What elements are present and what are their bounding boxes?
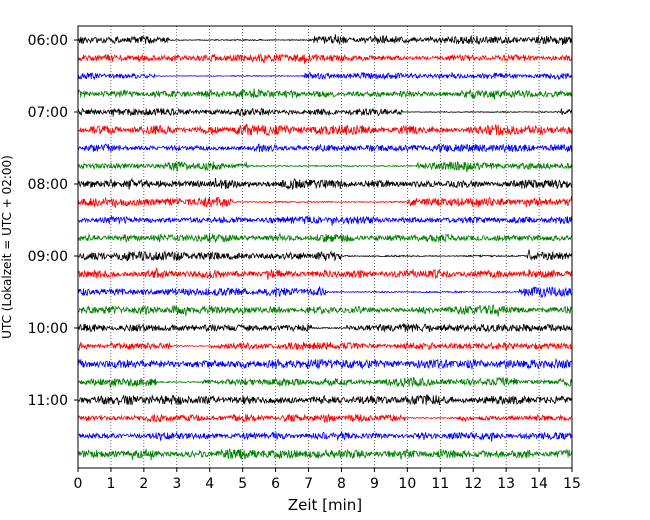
- x-tick-label: 13: [497, 476, 515, 492]
- trace-0615: [77, 53, 573, 64]
- x-axis-ticks: 0 1 2 3 4 5 6 7 8 9 10 11 12 13 14 15: [74, 468, 581, 492]
- y-tick-label: 07:00: [28, 105, 68, 121]
- trace-0915: [77, 267, 573, 280]
- trace-0930: [77, 286, 573, 299]
- trace-1000: [77, 322, 573, 333]
- y-axis-label: UTC (Lokalzeit = UTC + 02:00): [0, 155, 14, 339]
- trace-1100: [77, 394, 573, 406]
- x-tick-label: 14: [530, 476, 548, 492]
- trace-1130: [77, 431, 572, 442]
- trace-0745: [77, 161, 573, 173]
- trace-0630: [77, 71, 573, 81]
- y-tick-label: 10:00: [28, 321, 68, 337]
- y-tick-label: 06:00: [28, 33, 68, 49]
- seismic-traces: [77, 34, 573, 461]
- y-tick-label: 11:00: [28, 393, 68, 409]
- x-tick-label: 10: [398, 476, 416, 492]
- trace-0815: [77, 196, 573, 208]
- x-tick-label: 5: [238, 476, 247, 492]
- x-tick-label: 8: [337, 476, 346, 492]
- trace-0900: [77, 249, 573, 262]
- trace-0830: [77, 215, 573, 226]
- x-tick-label: 0: [74, 476, 83, 492]
- trace-1015: [77, 341, 573, 352]
- trace-0700: [77, 107, 573, 117]
- x-tick-label: 9: [370, 476, 379, 492]
- trace-0800: [77, 177, 573, 191]
- x-tick-label: 1: [106, 476, 115, 492]
- y-tick-label: 08:00: [28, 177, 68, 193]
- x-tick-label: 6: [271, 476, 280, 492]
- trace-0645: [77, 88, 572, 100]
- y-axis-ticks: 06:00 07:00 08:00 09:00 10:00 11:00: [28, 33, 78, 409]
- trace-1115: [78, 413, 573, 424]
- trace-0945: [77, 304, 573, 317]
- x-tick-label: 15: [563, 476, 581, 492]
- trace-0600: [77, 34, 573, 46]
- x-tick-label: 11: [431, 476, 449, 492]
- trace-1030: [77, 357, 573, 370]
- x-tick-label: 12: [464, 476, 482, 492]
- x-tick-label: 3: [172, 476, 181, 492]
- x-tick-label: 2: [139, 476, 148, 492]
- trace-0845: [77, 232, 573, 244]
- trace-1145: [77, 447, 573, 461]
- x-axis-label: Zeit [min]: [288, 496, 362, 514]
- x-tick-label: 7: [304, 476, 313, 492]
- y-tick-label: 09:00: [28, 249, 68, 265]
- x-tick-label: 4: [205, 476, 214, 492]
- trace-0730: [77, 143, 573, 154]
- plot-frame: [77, 25, 573, 469]
- trace-0715: [77, 123, 573, 136]
- trace-1045: [77, 376, 573, 388]
